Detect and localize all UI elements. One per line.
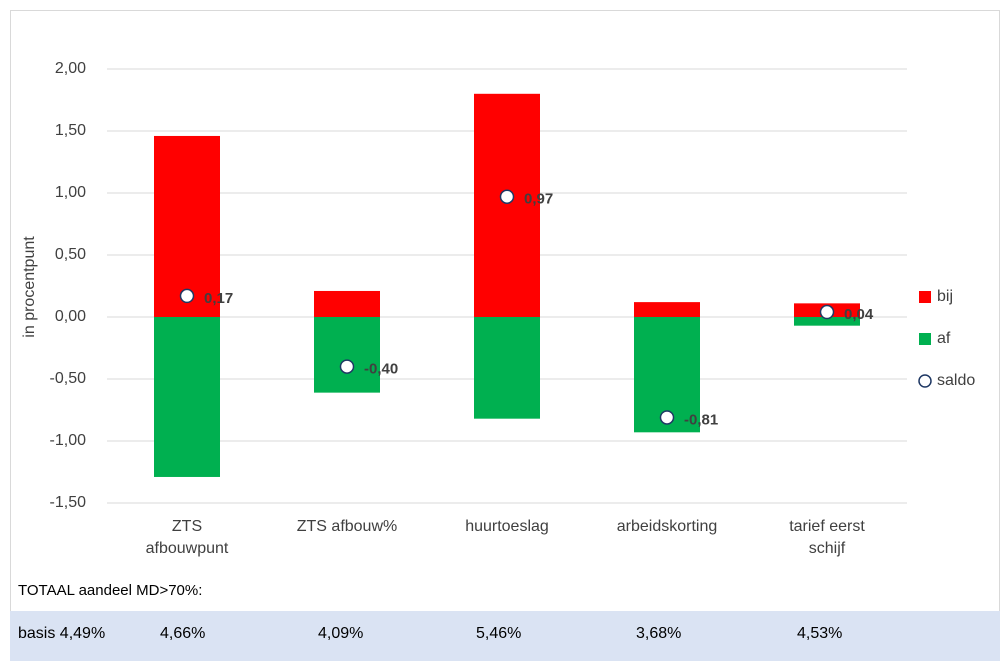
y-tick-label: 0,50: [55, 246, 86, 263]
bar: [474, 317, 540, 419]
x-tick-label: ZTS afbouwpunt: [146, 518, 229, 557]
table-cell: 3,68%: [636, 625, 681, 642]
bar: [474, 93, 540, 317]
saldo-marker: [339, 359, 355, 374]
saldo-marker: [179, 288, 195, 304]
x-tick-label: tarief eerst schijf: [789, 518, 865, 557]
y-tick-label: 2,00: [55, 60, 86, 77]
bar: [154, 135, 220, 317]
table-cell: 5,46%: [476, 625, 521, 642]
saldo-marker: [819, 304, 835, 320]
table-cell: 4,66%: [160, 625, 205, 642]
bar: [634, 302, 700, 317]
x-tick-label: huurtoeslag: [465, 518, 549, 535]
legend-label: saldo: [937, 372, 975, 389]
legend-swatch: [919, 333, 931, 345]
table-cell: basis 4,49%: [18, 625, 105, 642]
y-tick-label: -0,50: [50, 370, 87, 387]
x-tick-label: ZTS afbouw%: [297, 518, 397, 535]
y-tick-label: 1,00: [55, 184, 86, 201]
bar: [154, 317, 220, 477]
legend-label: af: [937, 330, 951, 347]
x-tick-label: arbeidskorting: [617, 518, 718, 535]
y-axis-label: in procentpunt: [21, 236, 38, 338]
table-row-bg: [10, 611, 1000, 661]
y-tick-label: -1,00: [50, 432, 87, 449]
table-cell: 4,09%: [318, 625, 363, 642]
data-label: -0,81: [684, 411, 718, 428]
legend-label: bij: [937, 288, 953, 305]
bar: [794, 317, 860, 326]
bar: [314, 290, 380, 317]
y-tick-label: 0,00: [55, 308, 86, 325]
data-label: 0,97: [524, 191, 553, 208]
y-tick-label: 1,50: [55, 122, 86, 139]
legend-marker: [918, 374, 932, 388]
data-label: -0,40: [364, 361, 398, 378]
legend-swatch: [919, 291, 931, 303]
saldo-marker: [659, 410, 675, 425]
data-label: 0,04: [844, 306, 874, 323]
bar: [314, 317, 380, 393]
y-tick-label: -1,50: [50, 494, 87, 511]
table-cell: 4,53%: [797, 625, 842, 642]
saldo-marker: [499, 189, 515, 204]
data-label: 0,17: [204, 290, 233, 307]
table-caption: TOTAAL aandeel MD>70%:: [18, 582, 202, 599]
